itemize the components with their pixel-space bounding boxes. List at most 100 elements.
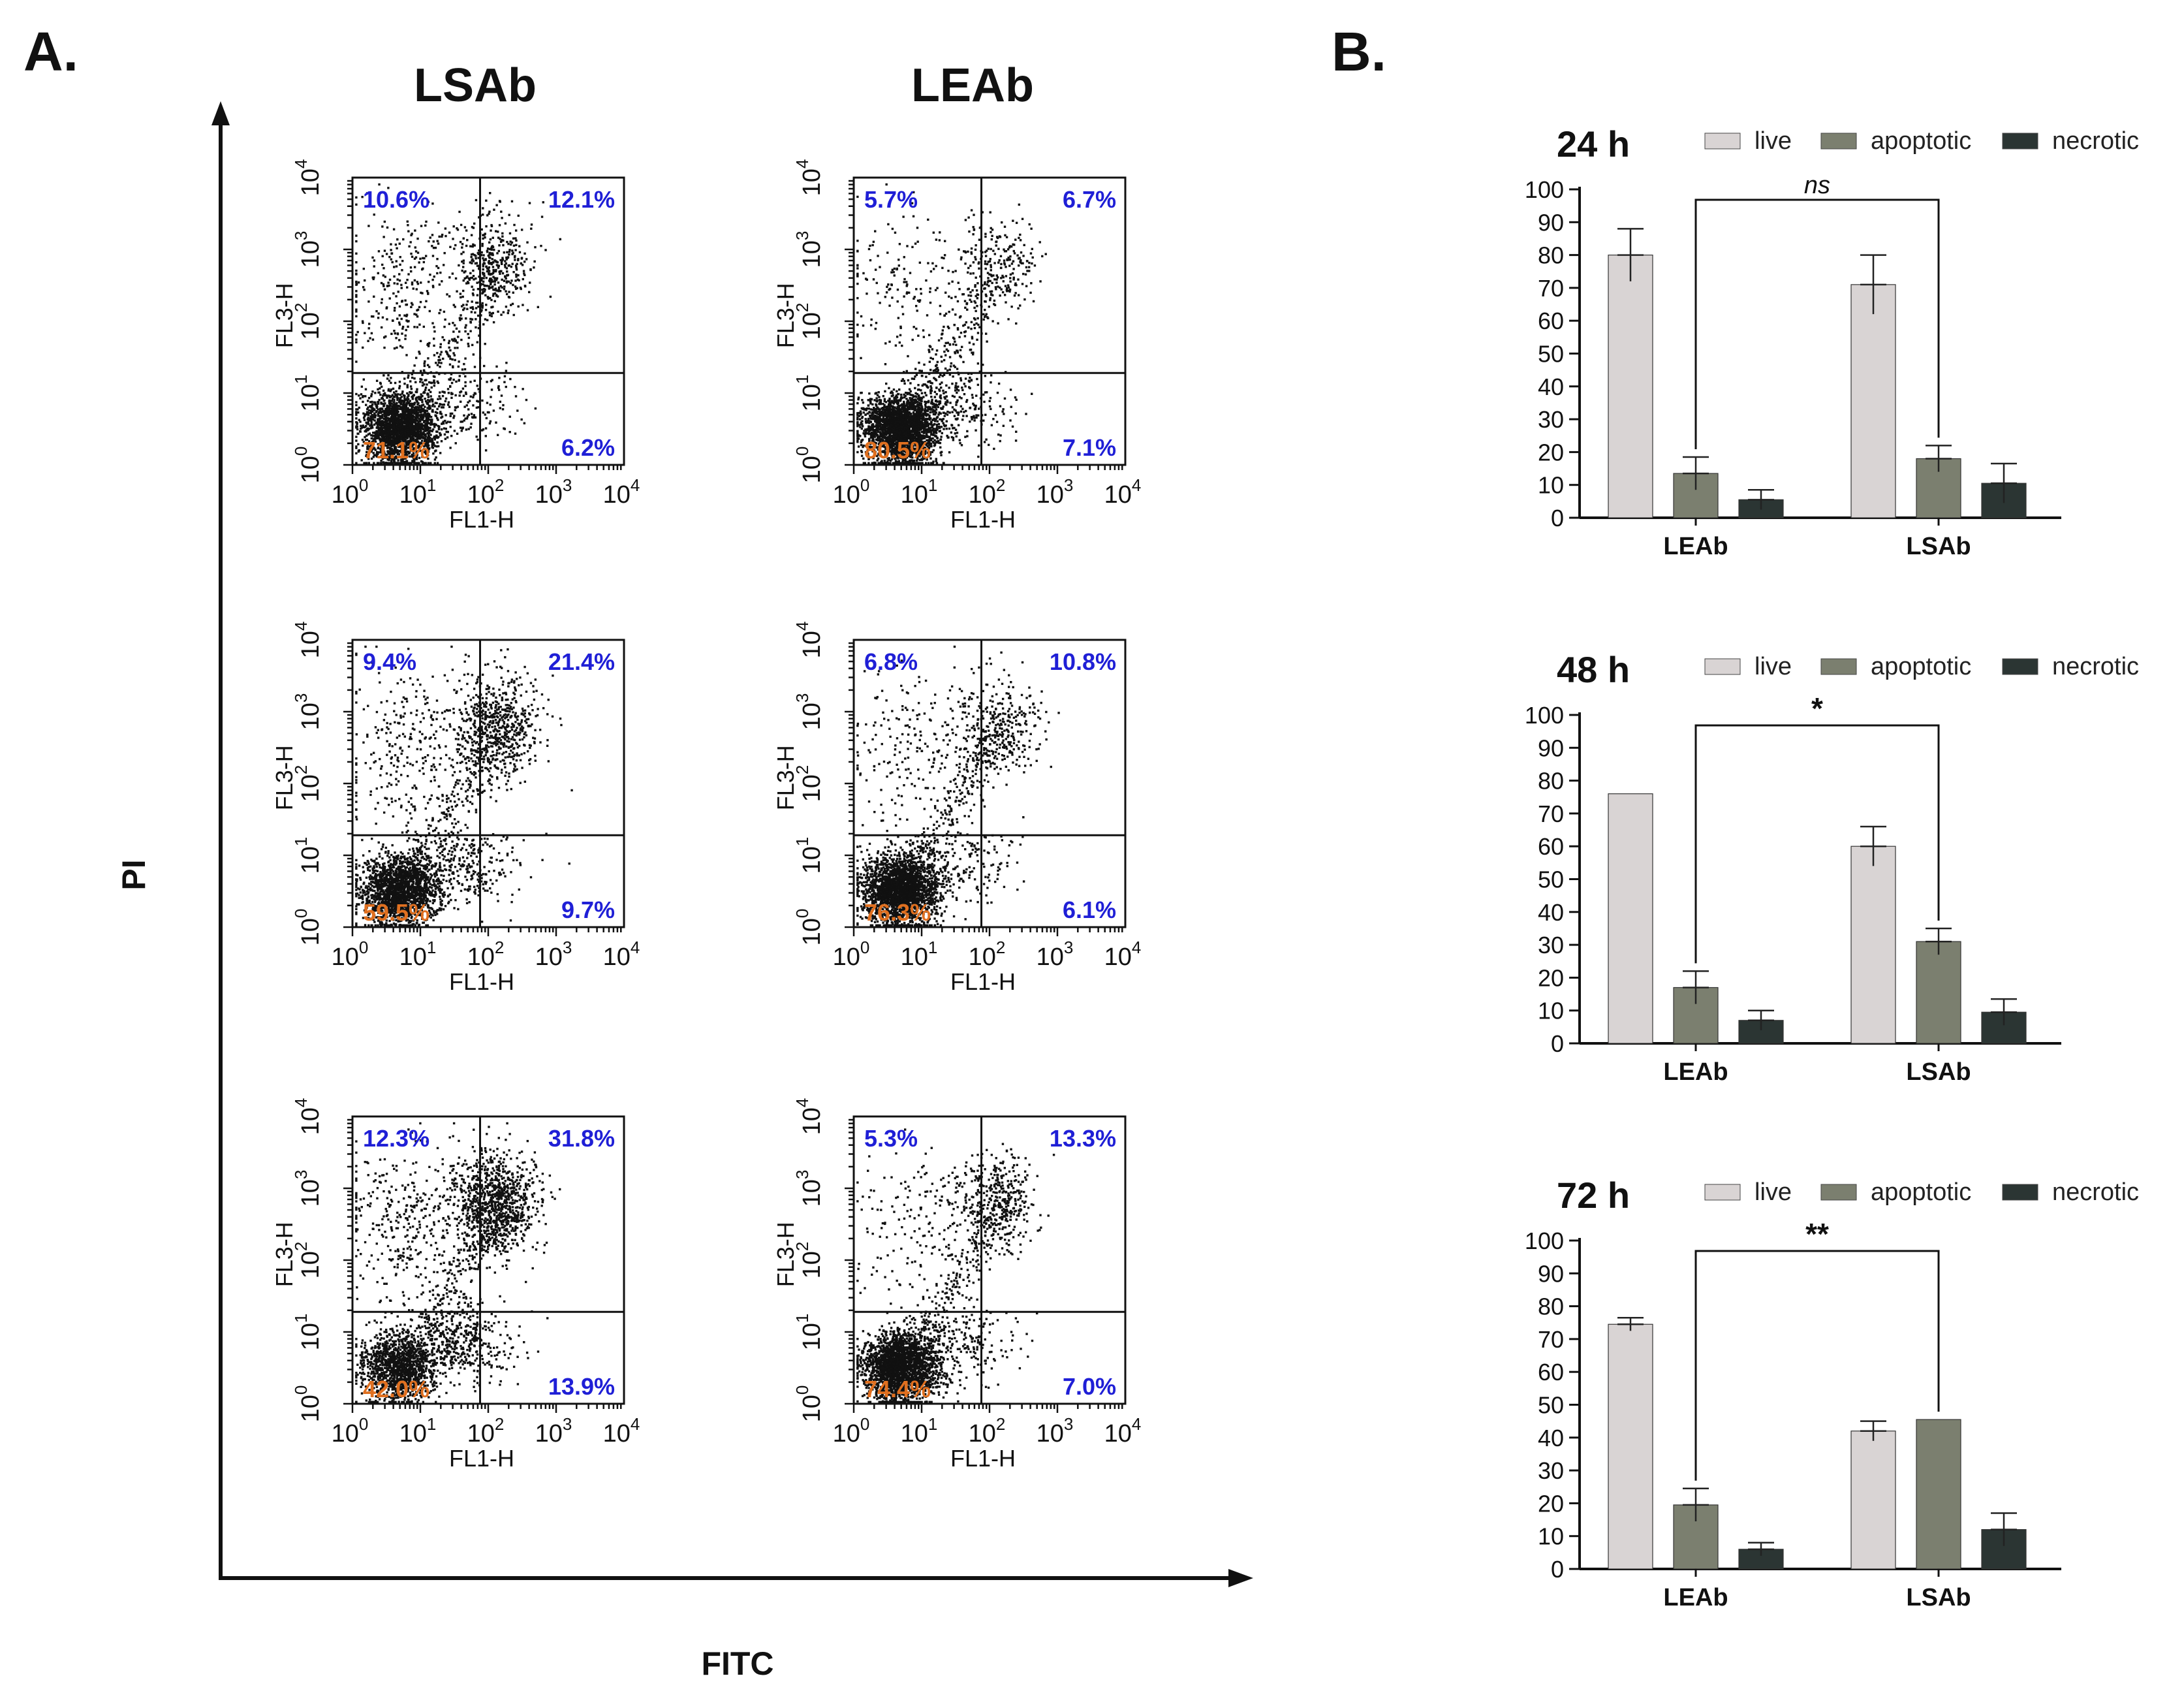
event-dot bbox=[406, 400, 409, 402]
event-dot bbox=[413, 462, 416, 464]
event-dot bbox=[416, 411, 420, 414]
event-dot bbox=[399, 256, 401, 259]
event-dot bbox=[383, 220, 386, 223]
event-dot bbox=[449, 412, 452, 415]
event-dot bbox=[437, 424, 440, 428]
event-dot bbox=[424, 360, 426, 363]
event-dot bbox=[425, 424, 428, 427]
event-dot bbox=[499, 238, 501, 240]
event-dot bbox=[399, 428, 403, 430]
event-dot bbox=[422, 257, 424, 260]
event-dot bbox=[374, 401, 377, 404]
event-dot bbox=[433, 462, 436, 464]
event-dot bbox=[383, 435, 386, 438]
event-dot bbox=[502, 239, 505, 242]
event-dot bbox=[359, 397, 362, 400]
event-dot bbox=[367, 340, 369, 342]
event-dot bbox=[416, 437, 418, 440]
event-dot bbox=[401, 327, 404, 330]
event-dot bbox=[385, 420, 388, 424]
event-dot bbox=[448, 363, 452, 366]
event-dot bbox=[500, 394, 503, 397]
event-dot bbox=[410, 422, 413, 424]
event-dot bbox=[401, 412, 405, 415]
event-dot bbox=[401, 408, 404, 411]
event-dot bbox=[410, 306, 413, 308]
event-dot bbox=[394, 381, 397, 385]
event-dot bbox=[484, 427, 488, 430]
event-dot bbox=[369, 337, 371, 340]
event-dot bbox=[365, 434, 368, 437]
event-dot bbox=[420, 423, 424, 426]
event-dot bbox=[407, 451, 410, 453]
event-dot bbox=[362, 321, 364, 324]
event-dot bbox=[495, 279, 498, 281]
event-dot bbox=[883, 422, 886, 426]
event-dot bbox=[428, 240, 430, 243]
event-dot bbox=[446, 420, 449, 423]
event-dot bbox=[373, 416, 375, 419]
event-dot bbox=[488, 266, 491, 269]
event-dot bbox=[953, 415, 956, 417]
event-dot bbox=[411, 303, 414, 306]
event-dot bbox=[416, 308, 420, 311]
event-dot bbox=[411, 402, 414, 405]
event-dot bbox=[502, 244, 505, 247]
event-dot bbox=[530, 227, 533, 230]
event-dot bbox=[515, 273, 518, 276]
event-dot bbox=[938, 430, 941, 433]
event-dot bbox=[373, 419, 376, 422]
event-dot bbox=[425, 220, 428, 223]
event-dot bbox=[491, 258, 493, 261]
event-dot bbox=[470, 311, 473, 313]
event-dot bbox=[357, 281, 360, 284]
event-dot bbox=[387, 452, 390, 455]
event-dot bbox=[407, 422, 409, 426]
event-dot bbox=[912, 398, 915, 402]
event-dot bbox=[400, 396, 403, 398]
event-dot bbox=[499, 259, 502, 262]
event-dot bbox=[404, 334, 407, 337]
event-dot bbox=[407, 401, 411, 404]
event-dot bbox=[926, 458, 928, 461]
event-dot bbox=[454, 324, 456, 326]
event-dot bbox=[918, 409, 921, 411]
event-dot bbox=[439, 353, 442, 356]
event-dot bbox=[467, 342, 469, 345]
event-dot bbox=[408, 245, 411, 248]
event-dot bbox=[454, 409, 456, 411]
event-dot bbox=[396, 398, 399, 402]
event-dot bbox=[514, 385, 516, 388]
event-dot bbox=[942, 405, 944, 408]
event-dot bbox=[429, 429, 432, 432]
event-dot bbox=[373, 295, 375, 298]
event-dot bbox=[484, 308, 488, 311]
event-dot bbox=[365, 413, 368, 416]
event-dot bbox=[488, 279, 491, 282]
event-dot bbox=[436, 257, 439, 261]
event-dot bbox=[509, 240, 512, 243]
event-dot bbox=[465, 276, 468, 279]
event-dot bbox=[406, 278, 409, 281]
event-dot bbox=[870, 435, 873, 437]
x-tick-label: 100 bbox=[332, 475, 369, 509]
event-dot bbox=[428, 388, 430, 392]
event-dot bbox=[383, 452, 386, 455]
event-dot bbox=[465, 404, 468, 407]
event-dot bbox=[360, 385, 364, 388]
event-dot bbox=[413, 459, 416, 462]
event-dot bbox=[924, 392, 926, 394]
event-dot bbox=[928, 419, 931, 421]
event-dot bbox=[410, 387, 413, 390]
event-dot bbox=[409, 444, 412, 447]
event-dot bbox=[465, 392, 467, 396]
event-dot bbox=[445, 350, 448, 353]
event-dot bbox=[403, 377, 406, 380]
event-dot bbox=[475, 257, 477, 260]
event-dot bbox=[407, 376, 409, 379]
event-dot bbox=[454, 340, 457, 343]
event-dot bbox=[408, 420, 411, 423]
event-dot bbox=[482, 259, 486, 262]
event-dot bbox=[382, 447, 385, 449]
event-dot bbox=[403, 398, 406, 401]
